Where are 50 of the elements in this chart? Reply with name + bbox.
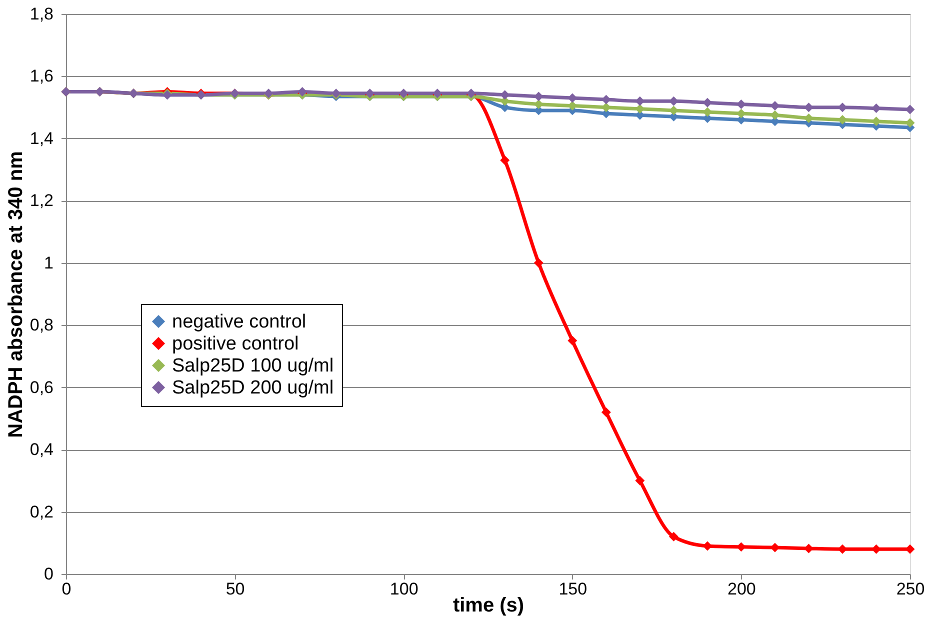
x-tick-label: 150 — [558, 580, 588, 598]
point — [635, 476, 645, 486]
legend-label: negative control — [172, 312, 306, 332]
point — [635, 104, 645, 114]
point — [568, 93, 578, 103]
point — [635, 96, 645, 106]
point — [500, 90, 510, 100]
y-tick-label: 1 — [44, 253, 54, 272]
point — [871, 116, 881, 126]
legend-label: positive control — [172, 334, 299, 354]
y-tick-label: 0,2 — [30, 502, 54, 522]
point — [905, 118, 915, 128]
point — [601, 102, 611, 112]
point — [568, 101, 578, 111]
x-tick-label: 50 — [226, 580, 245, 598]
point — [770, 542, 780, 552]
y-tick-label: 1,2 — [30, 191, 54, 210]
point — [702, 541, 712, 551]
point — [500, 155, 510, 165]
y-tick-label: 0 — [44, 564, 54, 584]
point — [668, 532, 678, 542]
point — [838, 102, 848, 112]
point — [601, 407, 611, 417]
x-tick-label: 100 — [390, 580, 418, 598]
x-tick-label: 0 — [62, 580, 72, 598]
y-tick-label: 0,6 — [30, 378, 54, 397]
y-tick-label: 1,4 — [30, 128, 54, 148]
point — [838, 115, 848, 125]
legend-label: Salp25D 200 ug/ml — [172, 378, 334, 398]
point — [702, 107, 712, 117]
point — [568, 336, 578, 346]
y-tick-label: 1,8 — [30, 4, 54, 24]
point — [534, 99, 544, 109]
point — [905, 104, 915, 114]
point — [736, 99, 746, 109]
point — [838, 544, 848, 554]
point — [905, 544, 915, 554]
x-tick-label: 250 — [896, 580, 925, 598]
y-tick-label: 0,8 — [30, 316, 54, 335]
point — [804, 113, 814, 123]
point — [770, 110, 780, 120]
y-tick-label: 0,4 — [30, 440, 54, 460]
y-axis-title: NADPH absorbance at 340 nm — [4, 151, 27, 438]
x-axis-title: time (s) — [452, 594, 524, 616]
legend-label: Salp25D 100 ug/ml — [172, 356, 334, 376]
y-tick-label: 1,6 — [30, 66, 54, 86]
x-tick-label: 200 — [728, 580, 756, 598]
point — [534, 258, 544, 268]
point — [702, 98, 712, 108]
point — [770, 101, 780, 111]
